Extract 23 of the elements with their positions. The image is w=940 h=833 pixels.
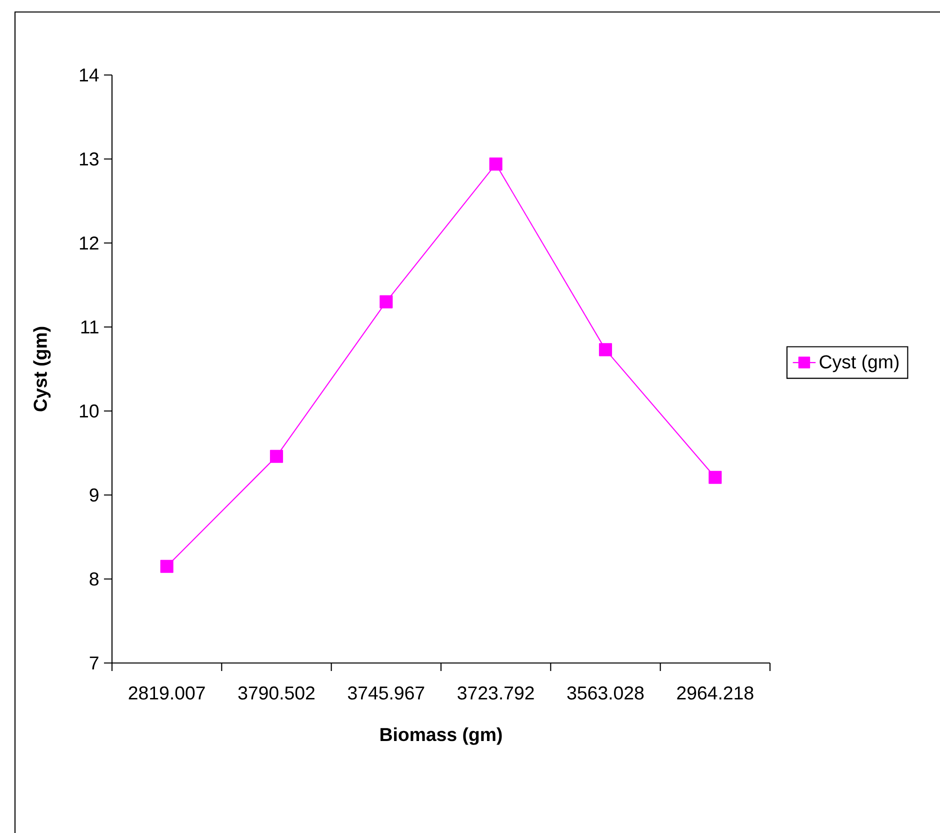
point — [380, 295, 393, 308]
y-tick-label: 7 — [90, 656, 98, 670]
point — [160, 560, 174, 573]
y-tick-label: 14 — [80, 68, 99, 82]
point — [270, 450, 284, 463]
x-tick-label: 3790.502 — [238, 686, 314, 700]
x-tick-label: 3745.967 — [348, 686, 424, 700]
x-axis-title: Biomass (gm) — [380, 727, 502, 745]
y-tick-label: 9 — [90, 488, 98, 502]
legend-label: Cyst (gm) — [820, 354, 899, 372]
x-tick-label: 2819.007 — [128, 686, 205, 700]
x-tick-label: 3563.028 — [567, 686, 644, 700]
y-tick-label: 12 — [80, 236, 98, 250]
x-tick-label: 3723.792 — [458, 686, 534, 700]
x-tick-label: 2964.218 — [677, 686, 754, 700]
point — [598, 343, 612, 356]
y-tick-label: 13 — [80, 152, 98, 166]
y-tick-label: 11 — [81, 320, 98, 334]
y-tick-label: 10 — [80, 404, 99, 418]
y-axis-title: Cyst (gm) — [33, 326, 51, 412]
point — [489, 158, 502, 171]
y-tick-label: 8 — [90, 572, 98, 586]
point — [708, 470, 722, 484]
